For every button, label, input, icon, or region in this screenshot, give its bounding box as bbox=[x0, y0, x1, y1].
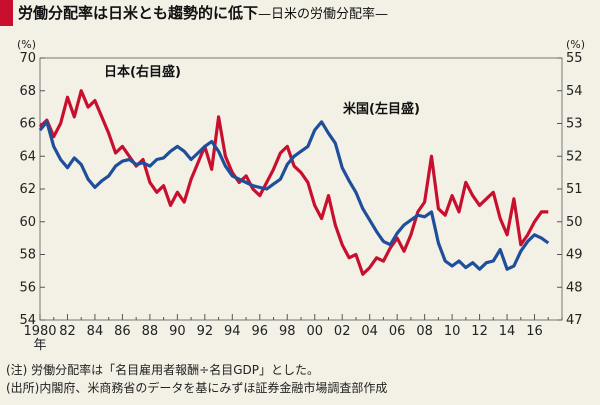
x-axis-tick-label: 86 bbox=[114, 324, 131, 339]
x-axis-tick-label: 98 bbox=[279, 324, 296, 339]
x-axis-tick-label: 10 bbox=[444, 324, 461, 339]
x-axis-tick-label: 88 bbox=[142, 324, 159, 339]
source-text: (出所)内閣府、米商務省のデータを基にみずほ証券金融市場調査部作成 bbox=[6, 381, 388, 395]
japan-series-label: 日本(右目盛) bbox=[104, 64, 181, 80]
chart-canvas: 545658606264666870474849505152535455(%)(… bbox=[17, 38, 585, 353]
left-axis-tick-label: 58 bbox=[19, 248, 36, 263]
x-axis-tick-label: 14 bbox=[499, 324, 516, 339]
x-axis-tick-label: 12 bbox=[471, 324, 488, 339]
x-axis-tick-label: 04 bbox=[361, 324, 378, 339]
right-axis-tick-label: 49 bbox=[566, 248, 583, 263]
notes: (注) 労働分配率は「名目雇用者報酬÷名目GDP」とした。 (出所)内閣府、米商… bbox=[6, 361, 387, 397]
x-axis-tick-label: 92 bbox=[197, 324, 214, 339]
right-axis-tick-label: 55 bbox=[566, 51, 583, 66]
left-axis-tick-label: 68 bbox=[19, 84, 36, 99]
right-axis-tick-label: 51 bbox=[566, 182, 583, 197]
x-axis-tick-label: 06 bbox=[389, 324, 406, 339]
left-axis-tick-label: 66 bbox=[19, 117, 36, 132]
right-axis-unit: (%) bbox=[566, 38, 585, 51]
title-marker bbox=[0, 0, 13, 26]
left-axis-tick-label: 64 bbox=[19, 149, 36, 164]
left-axis-tick-label: 70 bbox=[19, 51, 36, 66]
title-bar: 労働分配率は日米とも趨勢的に低下—日米の労働分配率— bbox=[0, 0, 600, 26]
x-axis-tick-label: 00 bbox=[306, 324, 323, 339]
x-axis-year-label: 年 bbox=[33, 338, 46, 353]
x-axis-tick-label: 82 bbox=[59, 324, 76, 339]
left-axis-tick-label: 54 bbox=[19, 313, 36, 328]
x-axis-tick-label: 94 bbox=[224, 324, 241, 339]
right-axis-tick-label: 53 bbox=[566, 117, 583, 132]
left-axis-tick-label: 56 bbox=[19, 280, 36, 295]
us-series-line bbox=[38, 120, 550, 271]
chart-title: 労働分配率は日米とも趨勢的に低下—日米の労働分配率— bbox=[18, 3, 388, 25]
left-axis-tick-label: 60 bbox=[19, 215, 36, 230]
right-axis-tick-label: 47 bbox=[566, 313, 583, 328]
right-axis-tick-label: 52 bbox=[566, 149, 583, 164]
title-main: 労働分配率は日米とも趨勢的に低下 bbox=[18, 4, 259, 22]
x-axis-tick-label: 96 bbox=[252, 324, 269, 339]
us-series-label: 米国(左目盛) bbox=[343, 101, 420, 117]
x-axis-tick-label: 08 bbox=[416, 324, 433, 339]
right-axis-tick-label: 50 bbox=[566, 215, 583, 230]
x-axis-tick-label: 1980 bbox=[23, 324, 56, 339]
x-axis-tick-label: 16 bbox=[526, 324, 543, 339]
x-axis-tick-label: 02 bbox=[334, 324, 351, 339]
note-text: (注) 労働分配率は「名目雇用者報酬÷名目GDP」とした。 bbox=[6, 363, 320, 377]
left-axis-tick-label: 62 bbox=[19, 182, 36, 197]
ticks-layer: 545658606264666870474849505152535455(%)(… bbox=[17, 38, 585, 353]
title-subtitle: —日米の労働分配率— bbox=[258, 7, 389, 22]
x-axis-tick-label: 90 bbox=[169, 324, 186, 339]
japan-series-line bbox=[38, 89, 549, 276]
plot-frame bbox=[39, 57, 563, 321]
right-axis-tick-label: 48 bbox=[566, 280, 583, 295]
right-axis-tick-label: 54 bbox=[566, 84, 583, 99]
x-axis-tick-label: 84 bbox=[87, 324, 104, 339]
left-axis-unit: (%) bbox=[17, 38, 36, 51]
